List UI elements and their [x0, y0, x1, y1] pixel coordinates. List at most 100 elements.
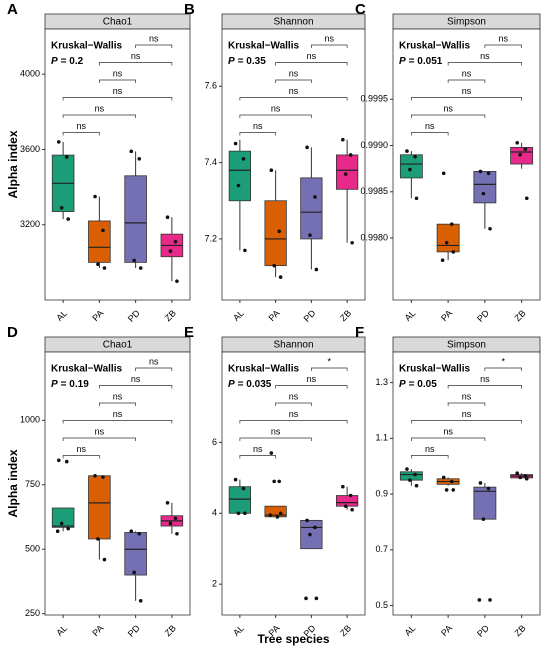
- point: [132, 570, 136, 575]
- bracket-label: ns: [113, 409, 123, 419]
- point: [66, 526, 70, 531]
- point: [314, 267, 319, 272]
- point: [304, 596, 308, 601]
- bracket-label: ns: [443, 426, 453, 436]
- bracket-label: ns: [425, 444, 435, 454]
- bracket: [239, 455, 276, 459]
- box: [264, 200, 287, 267]
- bracket: [311, 44, 348, 48]
- bracket: [275, 402, 312, 406]
- point: [101, 228, 105, 233]
- point: [481, 191, 486, 196]
- bracket: [99, 79, 136, 83]
- strip-title: Chao1: [103, 340, 133, 351]
- point: [102, 557, 107, 562]
- point: [488, 598, 492, 602]
- bracket-label: ns: [149, 356, 159, 366]
- strip-title: Simpson: [447, 17, 486, 28]
- point: [305, 518, 309, 523]
- x-tick-label: PA: [439, 623, 454, 638]
- y-axis-label: Alpha index: [6, 130, 20, 198]
- p-value: = 0.05: [409, 379, 438, 390]
- p-symbol: P: [399, 379, 406, 390]
- point: [413, 472, 417, 477]
- bracket: [447, 79, 486, 83]
- point: [278, 275, 283, 279]
- point: [308, 532, 312, 537]
- point: [414, 196, 419, 201]
- box: [124, 175, 147, 263]
- point: [269, 168, 274, 173]
- point: [173, 516, 178, 521]
- bracket-label: ns: [289, 68, 299, 78]
- y-tick-label: 750: [25, 479, 40, 489]
- point: [175, 531, 179, 536]
- point: [66, 217, 70, 221]
- x-tick-label: PA: [90, 623, 105, 638]
- bracket-label: ns: [307, 374, 317, 384]
- point: [405, 149, 409, 153]
- point: [441, 171, 446, 176]
- point: [486, 171, 491, 176]
- point: [275, 515, 280, 519]
- x-tick-label: ZB: [513, 308, 528, 323]
- point: [175, 279, 179, 283]
- bracket-label: ns: [131, 374, 141, 384]
- box: [399, 471, 423, 481]
- box: [88, 475, 111, 540]
- point: [277, 229, 282, 234]
- x-tick-label: AL: [231, 623, 246, 638]
- point: [243, 511, 247, 516]
- point: [413, 154, 417, 159]
- point: [518, 475, 522, 480]
- y-tick-label: 1.1: [375, 433, 388, 443]
- strip-title: Chao1: [103, 17, 133, 28]
- bracket: [447, 402, 486, 406]
- box: [399, 154, 423, 179]
- bracket-label: ns: [95, 426, 105, 436]
- strip-title: Simpson: [447, 340, 486, 351]
- x-tick-label: PD: [475, 308, 491, 324]
- point: [405, 467, 409, 471]
- point: [236, 511, 241, 516]
- bracket-label: ns: [253, 444, 263, 454]
- bracket: [135, 367, 173, 371]
- point: [272, 479, 276, 484]
- bracket-label: *: [501, 356, 505, 366]
- bracket: [484, 367, 522, 371]
- bracket-label: ns: [307, 51, 317, 61]
- point: [93, 473, 97, 478]
- y-tick-label: 0.7: [375, 544, 388, 554]
- point: [168, 249, 173, 253]
- panel-letter: A: [7, 1, 18, 18]
- point: [441, 475, 446, 480]
- point: [64, 155, 69, 159]
- bracket-label: ns: [131, 51, 141, 61]
- point: [129, 529, 134, 534]
- x-tick-label: ZB: [163, 623, 178, 638]
- point: [451, 250, 456, 254]
- point: [314, 596, 319, 601]
- y-tick-label: 500: [25, 544, 40, 554]
- point: [313, 525, 317, 530]
- y-tick-label: 0.9995: [360, 94, 388, 104]
- x-tick-label: PA: [439, 308, 454, 323]
- bracket-label: ns: [462, 68, 472, 78]
- bracket: [239, 97, 348, 101]
- point: [515, 140, 520, 145]
- bracket-label: ns: [113, 391, 123, 401]
- bracket: [99, 62, 173, 66]
- y-tick-label: 7.6: [204, 81, 217, 91]
- y-tick-label: 7.2: [204, 233, 217, 243]
- point: [268, 513, 273, 517]
- point: [55, 529, 60, 534]
- bracket: [311, 367, 348, 371]
- point: [93, 194, 97, 199]
- point: [450, 479, 454, 484]
- kw-label: Kruskal−Wallis: [228, 41, 299, 52]
- bracket: [275, 62, 348, 66]
- point: [524, 476, 529, 481]
- bracket-label: ns: [113, 68, 123, 78]
- point: [269, 451, 274, 455]
- bracket: [447, 385, 522, 389]
